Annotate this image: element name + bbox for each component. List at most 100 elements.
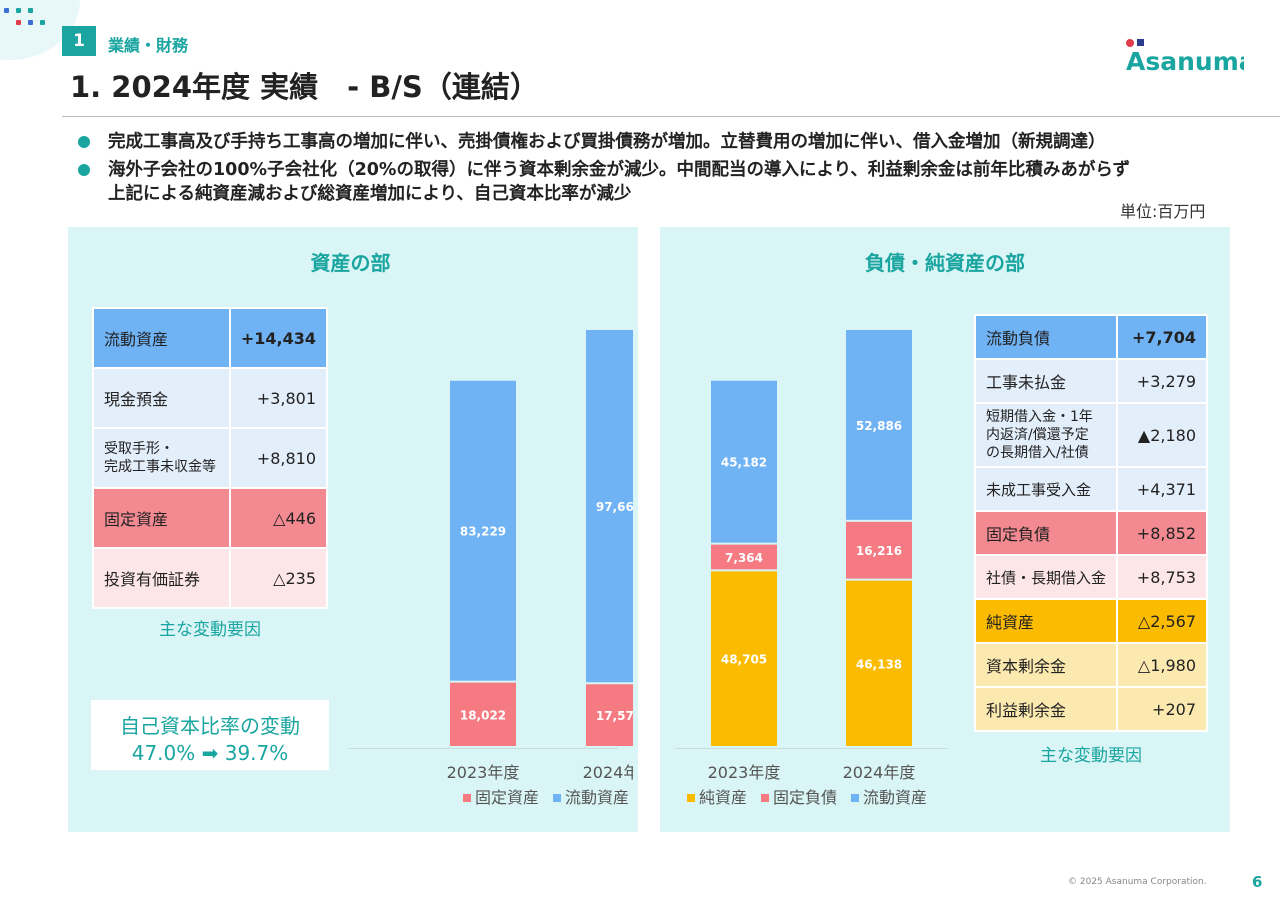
bar-value-label: 16,216 <box>856 544 902 558</box>
bar-value-label: 17,576 <box>596 709 633 723</box>
bar-segment <box>450 682 516 746</box>
row-label: 流動負債 <box>973 314 1119 360</box>
row-value: +7,704 <box>1116 314 1208 360</box>
row-value: △1,980 <box>1116 642 1208 688</box>
bullet-dot <box>78 136 90 148</box>
row-label: 利益剰余金 <box>973 686 1119 732</box>
x-tick-label: 2023年度 <box>708 763 781 782</box>
row-label: 短期借入金・1年 内返済/償還予定 の長期借入/社債 <box>973 402 1119 468</box>
table-row: 工事未払金 +3,279 <box>973 358 1208 404</box>
table-row: 未成工事受入金 +4,371 <box>973 466 1208 512</box>
x-tick-label: 2024年度 <box>843 763 916 782</box>
legend-swatch <box>687 794 695 802</box>
legend-swatch <box>761 794 769 802</box>
bar-segment <box>586 684 633 746</box>
table-row: 投資有価証券 △235 <box>92 547 329 609</box>
equity-ratio-value: 47.0% ➡ 39.7% <box>131 741 289 765</box>
bullet-text: 上記による純資産減および総資産増加により、自己資本比率が減少 <box>108 184 632 204</box>
bar-segment <box>711 544 777 570</box>
row-label: 固定資産 <box>92 487 231 549</box>
bar-value-label: 83,229 <box>460 525 506 539</box>
table-row: 流動負債 +7,704 <box>973 314 1208 360</box>
row-value: △446 <box>228 487 329 549</box>
bullet-dot <box>78 164 90 176</box>
table-row: 固定資産 △446 <box>92 487 329 549</box>
bar-segment <box>586 330 633 683</box>
legend-label: 固定資産 <box>475 788 539 807</box>
liabilities-panel-title: 負債・純資産の部 <box>865 251 1025 275</box>
legend-label: 固定負債 <box>773 788 837 807</box>
bullet-text: 完成工事高及び手持ち工事高の増加に伴い、売掛債権および買掛債務が増加。立替費用の… <box>108 132 1106 152</box>
row-value: +3,801 <box>228 367 329 429</box>
row-value: ▲2,180 <box>1116 402 1208 468</box>
assets-panel: 資産の部 流動資産 +14,434 現金預金 +3,801 受取手形・ 完成工事… <box>68 227 638 832</box>
table-row: 流動資産 +14,434 <box>92 307 329 369</box>
row-value: △2,567 <box>1116 598 1208 644</box>
bar-segment <box>846 330 912 520</box>
bar-segment <box>846 521 912 579</box>
row-label: 現金預金 <box>92 367 231 429</box>
liabilities-table-caption: 主な変動要因 <box>1040 746 1142 766</box>
liabilities-stacked-bar-chart: 48,705 7,364 45,182 2023年度 46,138 16,216 52,88… <box>675 330 948 807</box>
bar-value-label: 7,364 <box>725 551 763 565</box>
bar-value-label: 45,182 <box>721 456 767 470</box>
section-label: 業績・財務 <box>108 36 189 55</box>
row-value: +14,434 <box>228 307 329 369</box>
table-row: 受取手形・ 完成工事未収金等 +8,810 <box>92 427 329 489</box>
row-value: △235 <box>228 547 329 609</box>
legend-swatch <box>851 794 859 802</box>
corner-dots <box>0 0 60 40</box>
bar-segment <box>711 380 777 543</box>
page-title: 1. 2024年度 実績 - B/S（連結） <box>70 70 539 104</box>
legend-swatch <box>463 794 471 802</box>
x-tick-label: 2024年度 <box>583 763 633 782</box>
equity-ratio-title: 自己資本比率の変動 <box>120 714 300 738</box>
bar-value-label: 46,138 <box>856 657 902 671</box>
table-row: 短期借入金・1年 内返済/償還予定 の長期借入/社債 ▲2,180 <box>973 402 1208 468</box>
row-value: +8,852 <box>1116 510 1208 556</box>
bar-value-label: 18,022 <box>460 708 506 722</box>
logo-text: Asanuma <box>1126 47 1244 76</box>
bullet-continuation: 上記による純資産減および総資産増加により、自己資本比率が減少 <box>78 182 1238 206</box>
row-value: +3,279 <box>1116 358 1208 404</box>
bullet-item: 海外子会社の100%子会社化（20%の取得）に伴う資本剰余金が減少。中間配当の導… <box>78 158 1238 182</box>
section-number: 1 <box>62 26 96 56</box>
row-value: +8,753 <box>1116 554 1208 600</box>
legend-swatch <box>553 794 561 802</box>
bar-segment <box>711 571 777 746</box>
page-number: 6 <box>1252 873 1263 891</box>
row-value: +8,810 <box>228 427 329 489</box>
liabilities-change-table: 流動負債 +7,704 工事未払金 +3,279 短期借入金・1年 内返済/償還… <box>973 314 1208 732</box>
assets-table-caption: 主な変動要因 <box>159 620 261 640</box>
bullet-text: 海外子会社の100%子会社化（20%の取得）に伴う資本剰余金が減少。中間配当の導… <box>108 160 1131 180</box>
table-row: 固定負債 +8,852 <box>973 510 1208 556</box>
row-label: 固定負債 <box>973 510 1119 556</box>
table-row: 社債・長期借入金 +8,753 <box>973 554 1208 600</box>
equity-ratio-box: 自己資本比率の変動 47.0% ➡ 39.7% <box>91 700 329 770</box>
unit-label: 単位:百万円 <box>1120 202 1206 221</box>
asanuma-logo: Asanuma <box>1126 39 1244 76</box>
bar-segment <box>846 580 912 746</box>
row-label: 工事未払金 <box>973 358 1119 404</box>
bar-segment <box>450 380 516 681</box>
row-label: 受取手形・ 完成工事未収金等 <box>92 427 231 489</box>
row-label: 資本剰余金 <box>973 642 1119 688</box>
row-label: 社債・長期借入金 <box>973 554 1119 600</box>
summary-bullets: 完成工事高及び手持ち工事高の増加に伴い、売掛債権および買掛債務が増加。立替費用の… <box>78 130 1238 210</box>
assets-change-table: 流動資産 +14,434 現金預金 +3,801 受取手形・ 完成工事未収金等 … <box>92 307 329 609</box>
row-value: +4,371 <box>1116 466 1208 512</box>
row-label: 流動資産 <box>92 307 231 369</box>
table-row: 利益剰余金 +207 <box>973 686 1208 732</box>
legend-label: 純資産 <box>699 788 747 807</box>
table-row: 資本剰余金 △1,980 <box>973 642 1208 688</box>
bullet-item: 完成工事高及び手持ち工事高の増加に伴い、売掛債権および買掛債務が増加。立替費用の… <box>78 130 1238 154</box>
row-label: 純資産 <box>973 598 1119 644</box>
copyright: © 2025 Asanuma Corporation. <box>1068 877 1207 887</box>
row-label: 投資有価証券 <box>92 547 231 609</box>
legend-label: 流動資産 <box>565 788 629 807</box>
x-tick-label: 2023年度 <box>447 763 520 782</box>
liabilities-panel: 負債・純資産の部 48,705 7,364 45,182 2023年度 46,138 16… <box>660 227 1230 832</box>
assets-panel-title: 資産の部 <box>310 251 391 275</box>
bar-value-label: 97,664 <box>596 500 633 514</box>
bar-value-label: 52,886 <box>856 419 902 433</box>
